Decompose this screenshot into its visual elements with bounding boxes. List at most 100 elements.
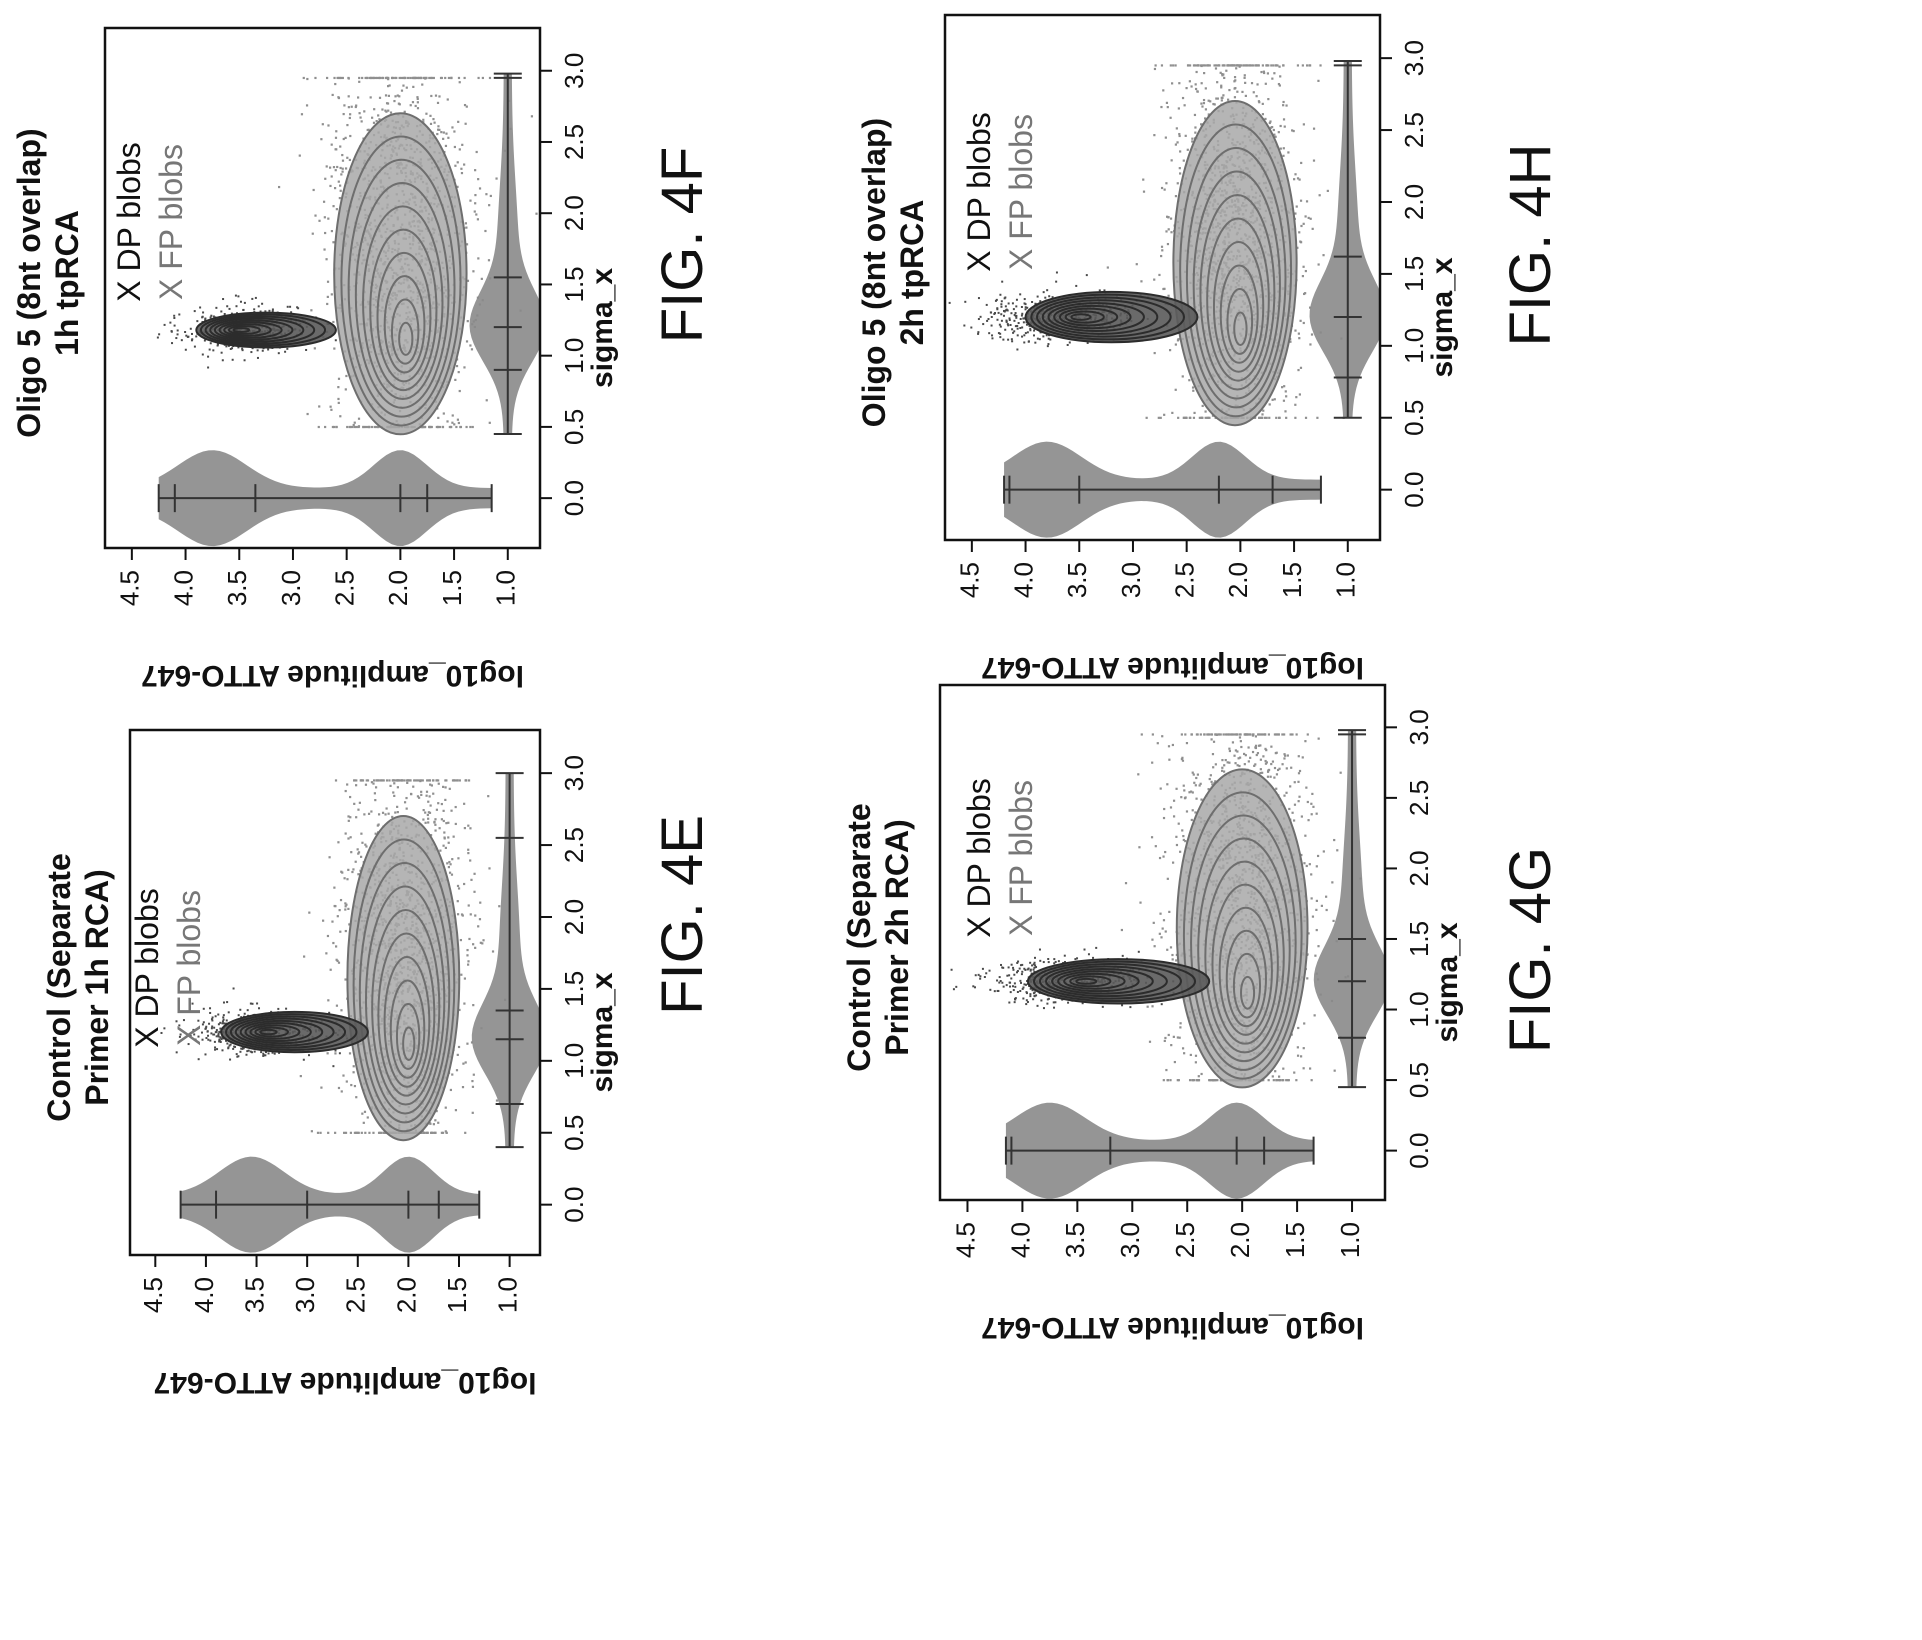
fp-point xyxy=(1264,759,1267,763)
fp-point xyxy=(1148,1040,1152,1043)
fp-point xyxy=(444,798,447,802)
fp-point xyxy=(365,425,368,429)
fp-point xyxy=(1261,771,1264,774)
fp-point xyxy=(346,425,349,429)
fp-point xyxy=(367,128,370,131)
fp-point xyxy=(447,866,450,869)
fp-point xyxy=(1199,782,1202,785)
fp-contour xyxy=(340,135,462,427)
fp-point xyxy=(476,218,480,221)
fp-point xyxy=(344,902,347,905)
fp-point xyxy=(440,802,443,806)
fp-point xyxy=(352,1071,355,1074)
dp-point xyxy=(264,1054,267,1057)
fp-point xyxy=(334,169,337,172)
fp-point xyxy=(339,930,342,933)
fp-point xyxy=(456,185,459,188)
fp-point xyxy=(1292,819,1296,822)
fp-point xyxy=(417,779,420,782)
fp-point xyxy=(389,784,392,787)
dp-point xyxy=(289,305,292,308)
fp-point xyxy=(1255,753,1258,757)
fp-point xyxy=(421,83,424,86)
fp-point xyxy=(1271,760,1275,763)
fp-point xyxy=(357,852,360,855)
fp-point xyxy=(1314,954,1317,957)
fp-point xyxy=(454,164,457,167)
fp-point xyxy=(463,826,466,830)
fp-point xyxy=(370,810,373,813)
fp-point xyxy=(350,1083,353,1087)
fp-point xyxy=(414,76,418,80)
fp-point xyxy=(1293,781,1296,784)
fp-point xyxy=(380,1131,383,1134)
fp-point xyxy=(1168,758,1171,761)
dp-point xyxy=(271,308,274,311)
fp-point xyxy=(336,915,339,918)
dp-point xyxy=(307,1054,310,1057)
dp-point xyxy=(222,1001,225,1004)
fp-point xyxy=(1181,829,1184,832)
fp-point xyxy=(445,132,448,135)
fp-point xyxy=(1178,1036,1181,1039)
fp-point xyxy=(341,170,344,173)
dp-point xyxy=(182,1019,185,1022)
fp-point xyxy=(1298,769,1302,773)
fp-point xyxy=(459,425,463,429)
fp-point xyxy=(1253,764,1256,767)
fp-point xyxy=(364,1131,367,1134)
fp-point xyxy=(1248,733,1251,736)
fp-point xyxy=(326,295,329,299)
fp-point xyxy=(1265,761,1268,764)
fp-point xyxy=(466,954,469,957)
dp-point xyxy=(175,337,178,340)
fp-point xyxy=(474,914,477,917)
fp-point xyxy=(457,887,461,890)
fp-point xyxy=(342,137,345,141)
fp-point xyxy=(377,1131,381,1134)
fp-point xyxy=(344,978,347,981)
fp-point xyxy=(474,946,477,949)
dp-point xyxy=(265,1051,268,1054)
fp-point xyxy=(428,425,431,429)
fp-point xyxy=(465,243,469,246)
fp-point xyxy=(472,270,475,273)
fp-point xyxy=(332,166,336,169)
fp-point xyxy=(469,859,472,862)
dp-point xyxy=(197,1019,200,1022)
fp-point xyxy=(441,425,445,429)
fp-point xyxy=(1206,733,1209,736)
fp-point xyxy=(277,185,281,189)
fp-point xyxy=(353,425,356,429)
dp-point xyxy=(249,1002,252,1005)
dp-point xyxy=(211,1016,214,1019)
fp-point xyxy=(446,98,449,101)
fp-point xyxy=(1282,1067,1285,1070)
dp-point xyxy=(227,344,230,347)
fp-point xyxy=(435,808,439,811)
fp-point xyxy=(1219,733,1222,736)
dp-point xyxy=(201,316,204,319)
fp-point xyxy=(326,934,330,938)
fp-point xyxy=(350,105,353,108)
fp-point xyxy=(422,818,425,821)
fp-point xyxy=(416,76,419,80)
dp-point xyxy=(242,309,245,312)
fp-point xyxy=(363,813,366,816)
fp-point xyxy=(365,779,368,782)
fp-point xyxy=(428,811,432,814)
fp-contour xyxy=(346,815,461,1142)
fp-point xyxy=(1197,1075,1200,1078)
fp-point xyxy=(392,76,395,80)
fp-point xyxy=(444,846,447,850)
dp-contour xyxy=(232,327,251,333)
fp-point xyxy=(361,779,364,782)
dp-point xyxy=(251,297,254,300)
fp-point xyxy=(485,399,488,402)
dp-point xyxy=(213,1040,216,1043)
fp-point xyxy=(326,1052,329,1055)
fp-point xyxy=(346,156,349,159)
fp-point xyxy=(466,1042,469,1045)
fp-point xyxy=(382,779,385,782)
fp-point xyxy=(423,425,426,429)
